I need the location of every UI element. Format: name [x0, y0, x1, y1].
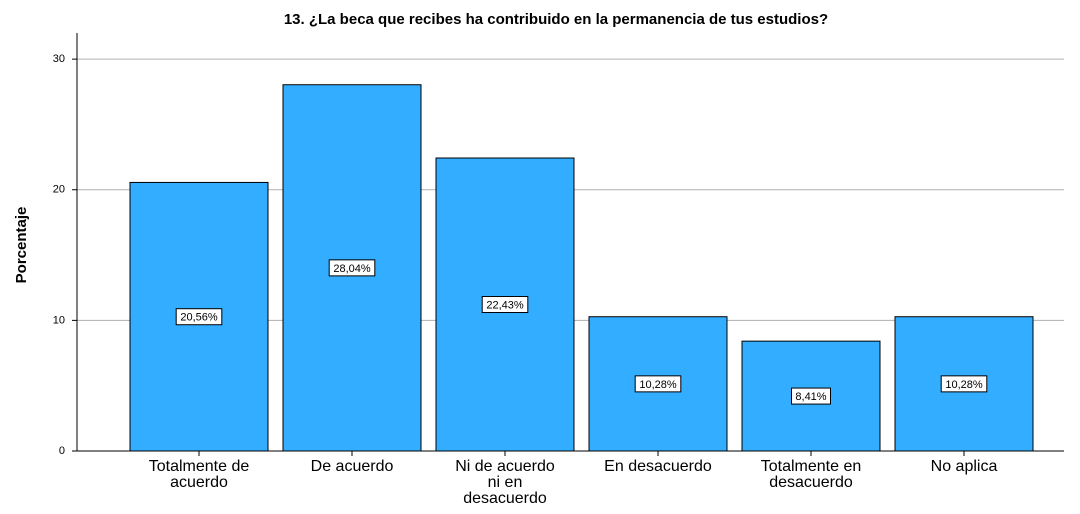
value-label-box — [940, 375, 988, 393]
value-label-box — [175, 308, 223, 326]
value-label-box — [328, 259, 376, 277]
bar — [129, 181, 269, 452]
chart-title: 13. ¿La beca que recibes ha contribuido … — [284, 11, 828, 28]
value-label: 28,04% — [333, 263, 371, 275]
x-tick-label: Totalmente en desacuerdo — [760, 458, 862, 491]
value-label: 8,41% — [795, 391, 826, 403]
value-label-box — [791, 387, 831, 405]
x-tick-label: De acuerdo — [310, 458, 394, 475]
y-axis-label: Porcentaje — [13, 207, 30, 284]
x-tick-label: Totalmente de acuerdo — [148, 458, 250, 491]
y-tick-label: 10 — [53, 314, 65, 326]
x-tick-label: Ni de acuerdo ni en desacuerdo — [455, 458, 555, 507]
value-label-box — [481, 296, 529, 314]
x-tick-label: En desacuerdo — [604, 458, 712, 475]
value-label: 10,28% — [639, 379, 677, 391]
value-label: 22,43% — [486, 299, 524, 311]
y-tick-label: 0 — [59, 445, 65, 457]
value-label-box — [634, 375, 682, 393]
y-tick-label: 20 — [53, 184, 65, 196]
value-label: 20,56% — [180, 312, 218, 324]
y-tick-label: 30 — [53, 53, 65, 65]
value-label: 10,28% — [945, 379, 983, 391]
x-tick-label: No aplica — [930, 458, 998, 475]
